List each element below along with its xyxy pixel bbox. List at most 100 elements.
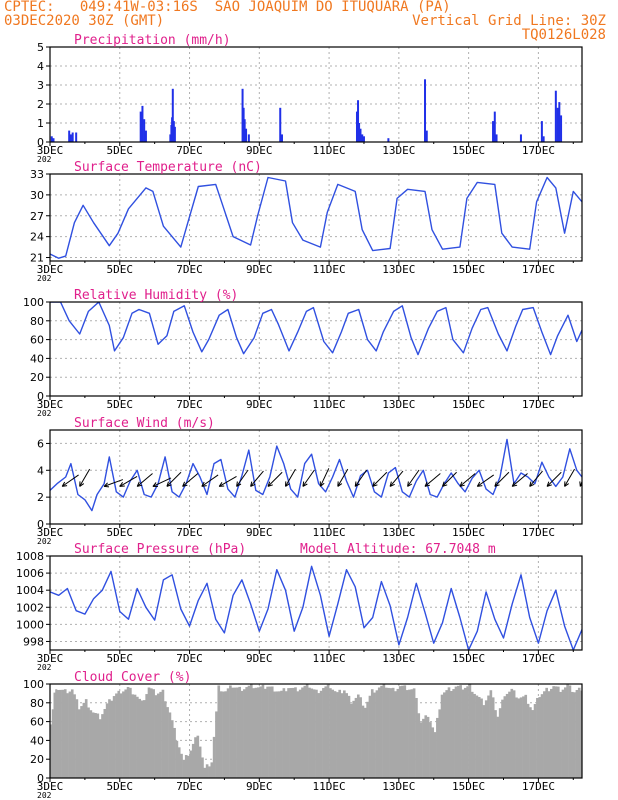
cloud-bar: [491, 697, 495, 778]
panel-frame: [49, 429, 583, 525]
cloud-bar: [538, 697, 542, 778]
cloud-bar: [245, 687, 248, 778]
cloud-bar: [384, 687, 388, 778]
cloud-bar: [184, 755, 188, 778]
cloud-bar: [505, 693, 509, 778]
y-tick-label: 5: [37, 41, 44, 54]
cloud-bar: [459, 685, 462, 778]
cloud-bar: [240, 690, 244, 778]
wind-vector: [79, 468, 91, 487]
wind-arrowhead: [424, 481, 431, 487]
cloud-bar: [101, 714, 104, 778]
precip-bar: [424, 79, 427, 142]
cloud-bar: [259, 686, 262, 778]
cloud-bar: [61, 689, 65, 778]
cloud-bar: [526, 703, 530, 778]
cloud-bar: [136, 696, 139, 778]
grid-note: Vertical Grid Line: 30Z: [412, 13, 606, 29]
cloud-bar: [529, 707, 532, 778]
wind-arrowhead: [79, 481, 85, 487]
wind-series-line: [50, 438, 582, 512]
cloud-bar: [312, 689, 316, 778]
y-tick-label: 2: [37, 491, 44, 504]
y-tick-label: 1004: [16, 584, 44, 597]
wind-arrowhead: [511, 481, 518, 487]
x-tick-label: 9DEC: [246, 526, 273, 539]
wind-arrowhead: [494, 481, 500, 487]
y-tick-label: 100: [23, 296, 44, 309]
cloud-bar: [182, 759, 186, 778]
cloud-bar: [543, 691, 546, 778]
cloud-bar: [496, 716, 500, 778]
cloud-bar: [566, 684, 569, 778]
wind-vector: [424, 473, 441, 487]
wind-vector: [119, 475, 138, 487]
cloud-bar: [194, 737, 197, 778]
cloud-bar: [396, 688, 400, 778]
cloud-bar: [91, 712, 95, 778]
cloud-bar: [315, 689, 318, 778]
cloud-bar: [170, 720, 174, 778]
wind-vector: [201, 474, 219, 487]
cloud-bar: [201, 757, 204, 778]
cloud-bar: [331, 689, 335, 778]
precip-bar: [361, 134, 364, 142]
cloud-bar: [180, 753, 183, 778]
precip-bar: [558, 102, 561, 142]
wind-arrowhead: [579, 481, 582, 487]
cloud-bar: [326, 684, 330, 778]
wind-arrowhead: [182, 481, 188, 487]
x-tick-label: 15DEC: [452, 144, 485, 157]
cloud-bar: [363, 707, 367, 778]
cloud-bar: [375, 690, 379, 778]
precip-bar: [425, 130, 428, 142]
precip-bar: [242, 107, 245, 142]
cloud-bar: [508, 691, 511, 778]
cloud-bar: [212, 736, 216, 778]
cloud-bar: [105, 703, 109, 778]
cloud-bar: [382, 684, 386, 778]
run-date: 03DEC2020 30Z (GMT): [4, 13, 165, 29]
cloud-bar: [354, 697, 358, 778]
cloud-bar: [122, 691, 125, 778]
cloud-bar: [94, 712, 97, 778]
y-tick-label: 0: [37, 136, 44, 149]
wind-arrowhead: [61, 481, 68, 487]
cloud-bar: [75, 699, 79, 778]
cloud-bar: [131, 694, 135, 778]
cloud-bar: [554, 686, 558, 778]
cloud-bar: [461, 689, 465, 778]
panel-title: Relative Humidity (%): [74, 288, 238, 303]
panel-frame: [49, 173, 583, 262]
precip-bar: [69, 134, 72, 142]
y-tick-label: 80: [30, 315, 44, 328]
x-tick-label: 11DEC: [313, 144, 346, 157]
precip-bar: [141, 105, 144, 142]
wind-arrowhead: [319, 481, 325, 487]
cloud-bar: [408, 689, 411, 778]
x-tick-label: 7DEC: [176, 398, 203, 411]
x-tick-label: 7DEC: [176, 263, 203, 276]
rh-series-line: [50, 302, 582, 356]
plot-area: [50, 565, 582, 650]
cloud-bar: [177, 747, 181, 778]
plot-area: [50, 176, 582, 259]
cloud-bar: [229, 685, 232, 778]
cloud-bar: [98, 719, 102, 778]
pres-series-line: [50, 565, 582, 650]
y-tick-label: 2: [37, 98, 44, 111]
x-tick-label: 15DEC: [452, 526, 485, 539]
cloud-bar: [580, 690, 582, 778]
cloud-bar: [263, 688, 267, 778]
cloud-bar: [77, 709, 81, 778]
cloud-bar: [573, 692, 576, 778]
plot-area: [50, 438, 582, 512]
cloud-bar: [96, 713, 100, 778]
precip-bar: [492, 121, 495, 142]
precip-bar: [556, 107, 559, 142]
precip-bar: [519, 134, 522, 142]
y-tick-label: 1: [37, 117, 44, 130]
cloud-bar: [431, 727, 435, 778]
cloud-bar: [215, 711, 218, 778]
x-year-stub: 202: [37, 537, 52, 546]
